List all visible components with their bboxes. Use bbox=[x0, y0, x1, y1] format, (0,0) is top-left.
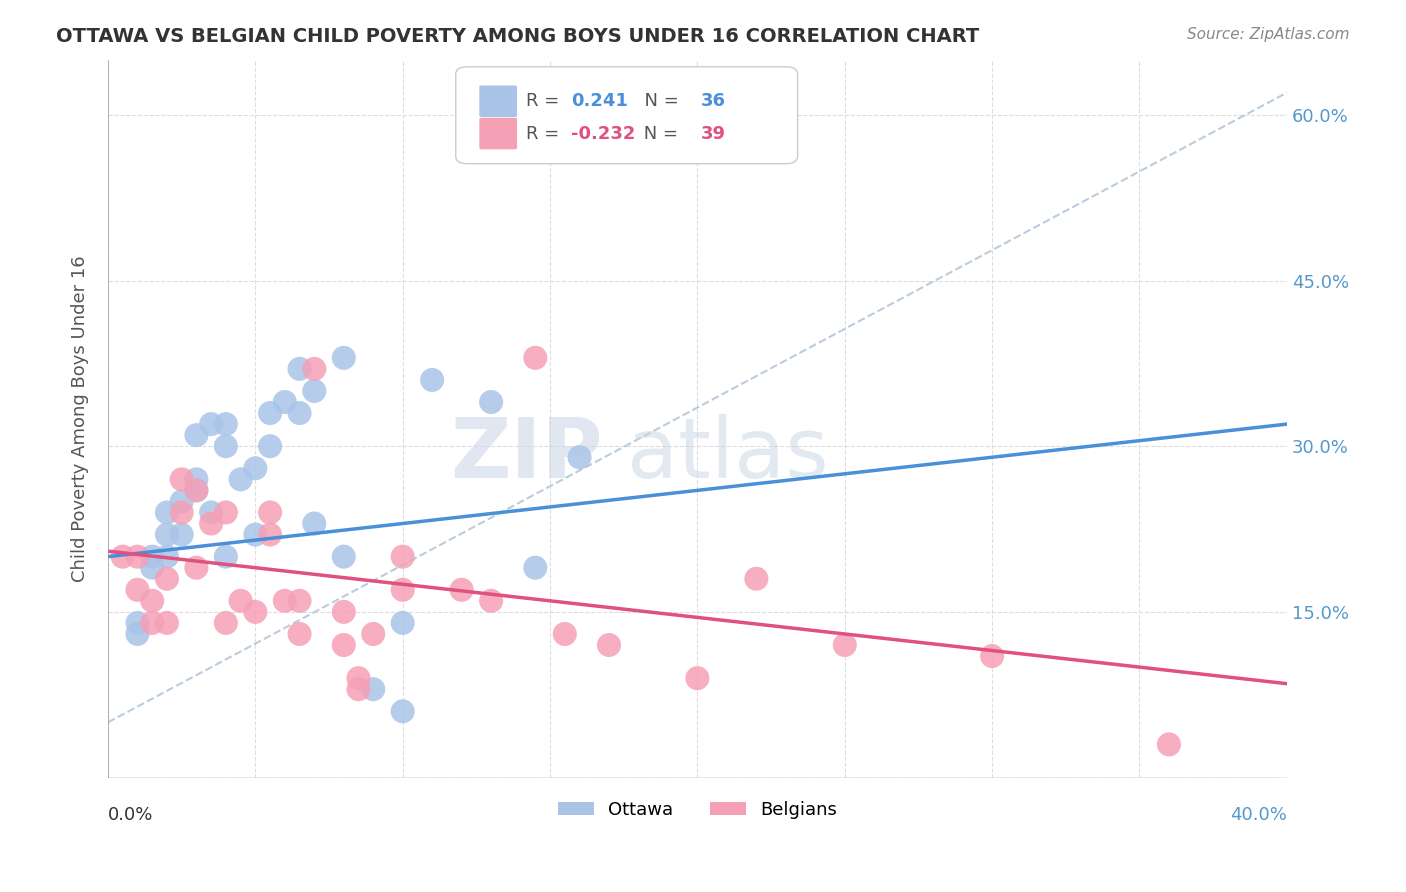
Ottawa bbox=[245, 461, 267, 475]
Belgians bbox=[347, 682, 370, 697]
Ottawa bbox=[127, 627, 149, 641]
Text: 0.0%: 0.0% bbox=[108, 806, 153, 824]
Belgians bbox=[981, 648, 1004, 663]
Ottawa bbox=[288, 362, 311, 376]
Belgians bbox=[215, 615, 238, 630]
Belgians bbox=[186, 560, 208, 574]
Ottawa bbox=[200, 417, 222, 431]
Text: 0.241: 0.241 bbox=[571, 92, 628, 111]
Belgians bbox=[288, 627, 311, 641]
Belgians bbox=[1157, 738, 1180, 752]
Ottawa bbox=[568, 450, 591, 465]
Text: R =: R = bbox=[526, 125, 565, 143]
Ottawa bbox=[141, 549, 163, 564]
Text: -0.232: -0.232 bbox=[571, 125, 636, 143]
Belgians bbox=[186, 483, 208, 498]
Ottawa bbox=[156, 506, 179, 520]
Text: 36: 36 bbox=[702, 92, 725, 111]
Text: ZIP: ZIP bbox=[450, 414, 603, 495]
Belgians bbox=[391, 582, 413, 597]
Text: atlas: atlas bbox=[627, 414, 828, 495]
Ottawa bbox=[391, 615, 413, 630]
Belgians bbox=[347, 671, 370, 685]
Text: Source: ZipAtlas.com: Source: ZipAtlas.com bbox=[1187, 27, 1350, 42]
Belgians bbox=[259, 527, 281, 541]
Ottawa bbox=[332, 549, 354, 564]
Ottawa bbox=[259, 439, 281, 453]
Ottawa bbox=[215, 417, 238, 431]
Ottawa bbox=[127, 615, 149, 630]
Ottawa bbox=[391, 704, 413, 718]
Ottawa bbox=[215, 439, 238, 453]
Belgians bbox=[170, 506, 193, 520]
Belgians bbox=[245, 605, 267, 619]
Ottawa bbox=[170, 527, 193, 541]
Belgians bbox=[111, 549, 134, 564]
Belgians bbox=[361, 627, 384, 641]
Ottawa bbox=[274, 395, 297, 409]
Text: R =: R = bbox=[526, 92, 565, 111]
Legend: Ottawa, Belgians: Ottawa, Belgians bbox=[551, 794, 844, 826]
Belgians bbox=[127, 549, 149, 564]
Belgians bbox=[229, 594, 252, 608]
Belgians bbox=[745, 572, 768, 586]
Text: 39: 39 bbox=[702, 125, 725, 143]
Ottawa bbox=[186, 472, 208, 486]
Belgians bbox=[450, 582, 472, 597]
Ottawa bbox=[141, 560, 163, 574]
FancyBboxPatch shape bbox=[479, 118, 517, 149]
Belgians bbox=[598, 638, 620, 652]
Ottawa bbox=[479, 395, 502, 409]
Belgians bbox=[259, 506, 281, 520]
Ottawa bbox=[304, 384, 326, 398]
Belgians bbox=[274, 594, 297, 608]
Ottawa bbox=[259, 406, 281, 420]
Text: N =: N = bbox=[633, 92, 685, 111]
FancyBboxPatch shape bbox=[456, 67, 797, 164]
Belgians bbox=[156, 572, 179, 586]
Ottawa bbox=[186, 483, 208, 498]
Belgians bbox=[332, 605, 354, 619]
Belgians bbox=[391, 549, 413, 564]
Ottawa bbox=[156, 527, 179, 541]
FancyBboxPatch shape bbox=[479, 86, 517, 117]
Belgians bbox=[215, 506, 238, 520]
Belgians bbox=[834, 638, 856, 652]
Ottawa bbox=[332, 351, 354, 365]
Ottawa bbox=[200, 506, 222, 520]
Belgians bbox=[524, 351, 547, 365]
Belgians bbox=[304, 362, 326, 376]
Ottawa bbox=[304, 516, 326, 531]
Belgians bbox=[156, 615, 179, 630]
Ottawa bbox=[186, 428, 208, 442]
Ottawa bbox=[229, 472, 252, 486]
Ottawa bbox=[420, 373, 443, 387]
Ottawa bbox=[245, 527, 267, 541]
Belgians bbox=[288, 594, 311, 608]
Text: OTTAWA VS BELGIAN CHILD POVERTY AMONG BOYS UNDER 16 CORRELATION CHART: OTTAWA VS BELGIAN CHILD POVERTY AMONG BO… bbox=[56, 27, 980, 45]
Ottawa bbox=[361, 682, 384, 697]
Belgians bbox=[141, 594, 163, 608]
Ottawa bbox=[288, 406, 311, 420]
Belgians bbox=[554, 627, 576, 641]
Ottawa bbox=[170, 494, 193, 508]
Belgians bbox=[479, 594, 502, 608]
Belgians bbox=[332, 638, 354, 652]
Text: N =: N = bbox=[638, 125, 685, 143]
Belgians bbox=[127, 582, 149, 597]
Ottawa bbox=[215, 549, 238, 564]
Belgians bbox=[170, 472, 193, 486]
Belgians bbox=[200, 516, 222, 531]
Y-axis label: Child Poverty Among Boys Under 16: Child Poverty Among Boys Under 16 bbox=[72, 255, 89, 582]
Text: 40.0%: 40.0% bbox=[1230, 806, 1286, 824]
Belgians bbox=[686, 671, 709, 685]
Belgians bbox=[141, 615, 163, 630]
Ottawa bbox=[156, 549, 179, 564]
Ottawa bbox=[524, 560, 547, 574]
